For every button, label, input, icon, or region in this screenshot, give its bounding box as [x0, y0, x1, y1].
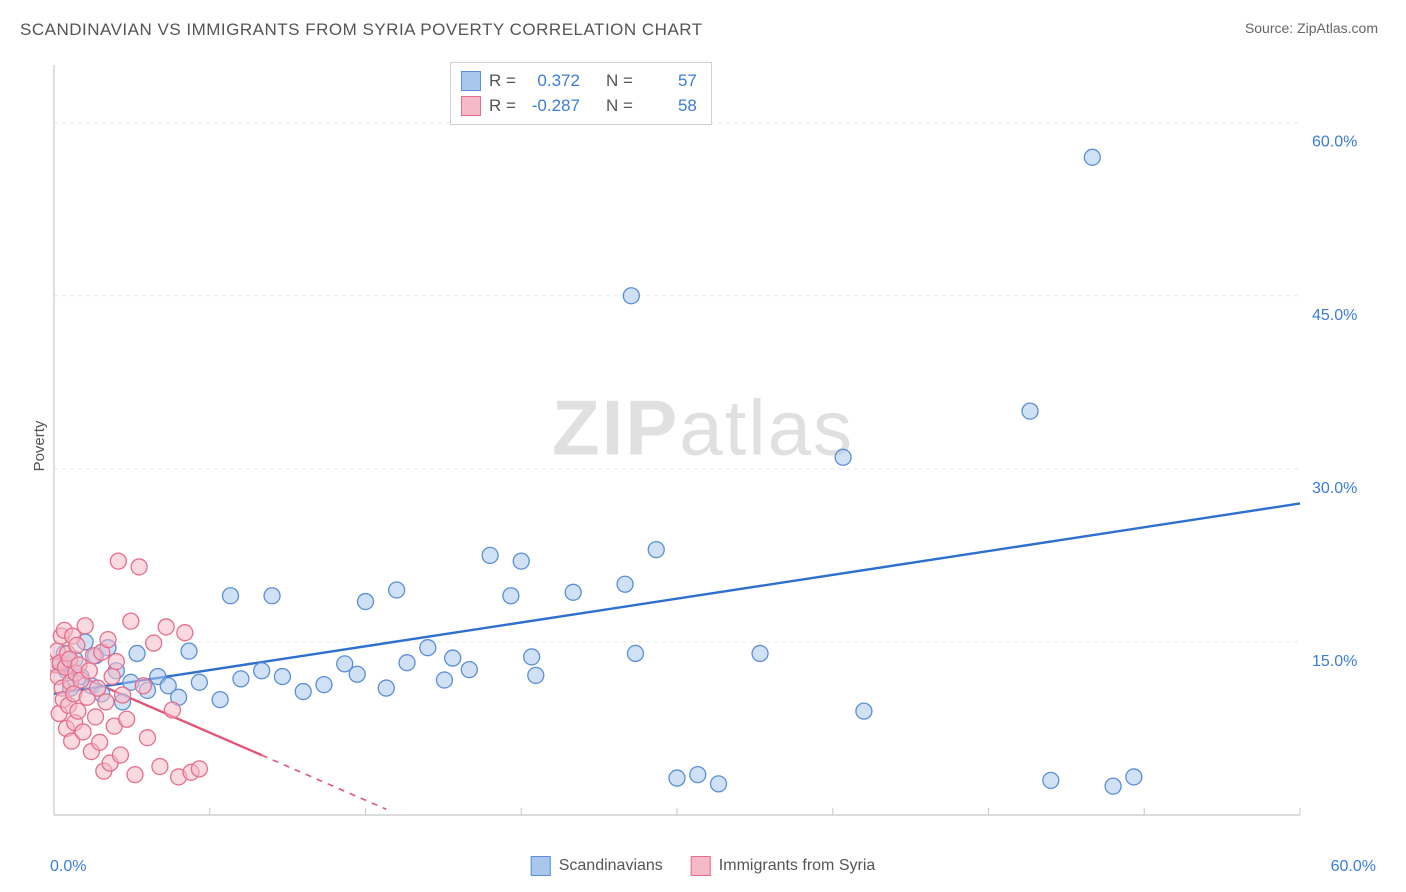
legend-item-series2: Immigrants from Syria: [691, 856, 875, 876]
n-value-series1: 57: [641, 69, 697, 94]
y-axis-label: Poverty: [31, 421, 48, 472]
svg-text:15.0%: 15.0%: [1312, 653, 1357, 670]
legend-label-series2: Immigrants from Syria: [719, 857, 875, 875]
correlation-stats-box: R = 0.372 N = 57 R = -0.287 N = 58: [450, 62, 712, 125]
svg-text:60.0%: 60.0%: [1312, 134, 1357, 151]
r-value-series1: 0.372: [524, 69, 580, 94]
swatch-series2: [691, 856, 711, 876]
scatter-plot: 15.0% 30.0% 45.0% 60.0%: [50, 55, 1370, 835]
svg-text:45.0%: 45.0%: [1312, 307, 1357, 324]
r-label: R =: [489, 94, 516, 119]
swatch-series1: [461, 71, 481, 91]
bottom-legend: Scandinavians Immigrants from Syria: [531, 856, 876, 876]
stats-row-series2: R = -0.287 N = 58: [461, 94, 697, 119]
swatch-series2: [461, 96, 481, 116]
x-axis-origin-label: 0.0%: [50, 858, 86, 876]
source-attribution: Source: ZipAtlas.com: [1245, 20, 1378, 36]
n-value-series2: 58: [641, 94, 697, 119]
legend-item-series1: Scandinavians: [531, 856, 663, 876]
x-axis-end-label: 60.0%: [1331, 858, 1376, 876]
plot-svg: 15.0% 30.0% 45.0% 60.0%: [50, 55, 1370, 835]
r-value-series2: -0.287: [524, 94, 580, 119]
n-label: N =: [606, 94, 633, 119]
stats-row-series1: R = 0.372 N = 57: [461, 69, 697, 94]
n-label: N =: [606, 69, 633, 94]
swatch-series1: [531, 856, 551, 876]
chart-title: SCANDINAVIAN VS IMMIGRANTS FROM SYRIA PO…: [20, 20, 703, 40]
svg-text:30.0%: 30.0%: [1312, 480, 1357, 497]
legend-label-series1: Scandinavians: [559, 857, 663, 875]
r-label: R =: [489, 69, 516, 94]
